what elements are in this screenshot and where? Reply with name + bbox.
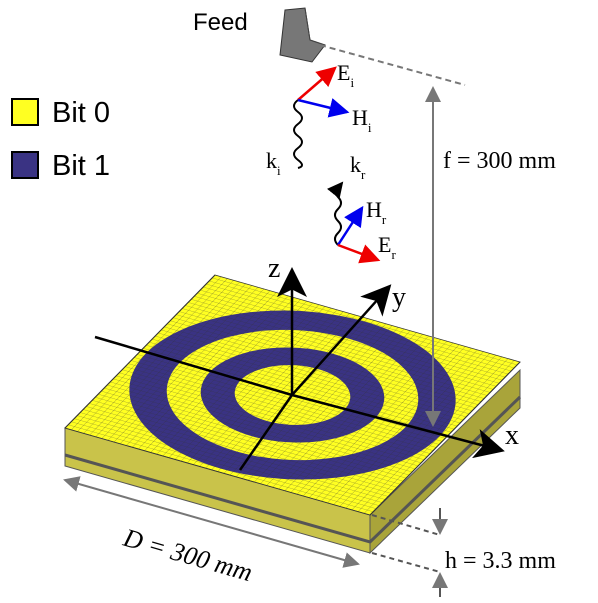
- legend-swatch: [12, 99, 38, 125]
- wave-label: ki: [266, 148, 281, 178]
- legend-label: Bit 1: [52, 150, 110, 182]
- legend-swatch: [12, 152, 38, 178]
- wave-label: Hr: [366, 197, 387, 227]
- legend-label: Bit 0: [52, 97, 110, 129]
- wave-label: Er: [378, 232, 396, 262]
- dimension-label: h = 3.3 mm: [445, 548, 556, 574]
- dimension-label: D = 300 mm: [119, 523, 255, 588]
- feed-horn: [280, 8, 325, 62]
- feed-label: Feed: [193, 9, 248, 36]
- wave-label: Hi: [352, 105, 372, 135]
- axis-label: z: [268, 253, 280, 284]
- dimension-label: f = 300 mm: [443, 148, 556, 174]
- axis-label: y: [392, 282, 406, 313]
- legend: Bit 0 Bit 1: [12, 97, 110, 182]
- wave-label: kr: [350, 152, 366, 182]
- wave-label: Ei: [337, 60, 354, 90]
- diagram: Bit 0 Bit 1 Feed x y z f = 300 mm D = 30…: [0, 0, 598, 603]
- axis-label: x: [505, 420, 519, 451]
